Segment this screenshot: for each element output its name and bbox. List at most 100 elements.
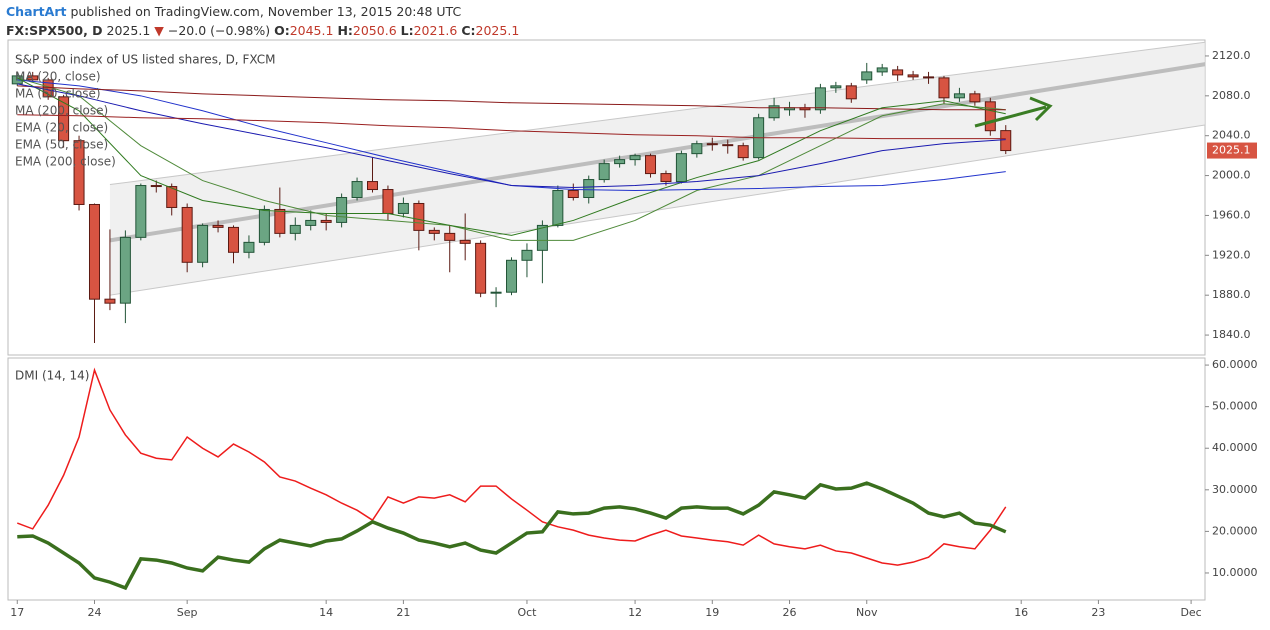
y-tick-label: 60.0000 [1212,358,1258,371]
ohlc-label: C: [461,23,476,38]
candle-body [351,181,363,198]
candle-body [923,76,935,79]
x-tick-label: 14 [319,606,333,619]
ohlc-label: H: [337,23,353,38]
last: 2025.1 [106,23,151,38]
candle-body [629,155,641,161]
channel-middle [109,62,1205,243]
axes: MA (20, close) MA (50, close) MA (200, clo… [10,49,1257,619]
y-tick-label: 1880.0 [1212,288,1251,301]
candle-body [336,197,348,223]
price-pane [7,39,1206,356]
arrow-shaft [974,105,1047,128]
candle-body [475,242,487,294]
x-tick-label: Dec [1180,606,1201,619]
candle-body [212,224,224,228]
candle-body [876,67,888,73]
x-tick-label: 19 [705,606,719,619]
candle-body [814,87,826,111]
candle-body [367,181,379,191]
candle-body [737,145,749,159]
header-line2: FX:SPX500, D 2025.1 ▼ −20.0 (−0.98%) O:2… [6,21,519,40]
candle-body [552,190,564,226]
x-tick-label: Sep [177,606,198,619]
last-price-tag [1207,142,1257,159]
y-tick-label: 10.0000 [1212,566,1258,579]
candle-body [598,163,610,181]
candle-body [969,93,981,103]
ohlc-label: O: [274,23,290,38]
change: −20.0 (−0.98%) [167,23,271,38]
candle-body [459,239,471,244]
candle-body [88,203,100,300]
y-tick-label: 40.0000 [1212,441,1258,454]
candle-body [428,229,440,234]
candle-body [258,208,270,243]
legend-entry: MA (50, close) [15,87,101,101]
candle-body [181,206,193,263]
candle-body [382,189,394,214]
x-tick-label: 16 [1014,606,1028,619]
candle-body [953,93,965,99]
candle-body [907,74,919,78]
candle-body [166,186,178,208]
candle-body [320,219,332,223]
trend-arrow [974,96,1053,128]
candle-body [243,241,255,253]
channel-upper [109,41,1205,186]
candle-body [892,69,904,76]
x-tick-label: 26 [783,606,797,619]
ma-line [17,77,1006,241]
candle-body [135,185,147,238]
x-tick-label: Oct [517,606,537,619]
candle-body [938,77,950,99]
candle-body [614,159,626,165]
candle-body [521,249,533,261]
y-tick-label: 1840.0 [1212,328,1251,341]
published: published on TradingView.com, November 1… [70,4,462,19]
ma-line [17,83,1006,189]
x-tick-label: 17 [10,606,24,619]
dmi-pane [7,357,1206,601]
candle-body [660,173,672,183]
candle-body [675,153,687,183]
candle-body [691,143,703,155]
y-tick-label: 2000.0 [1212,169,1251,182]
candle-body [845,85,857,100]
dmi-line [17,367,1007,566]
candle-body [567,190,579,199]
candle-body [506,259,518,293]
last-price-label: 2025.1 [1212,144,1251,157]
candle-body [645,155,657,175]
legend-entry: MA (20, close) [15,70,101,84]
y-tick-label: 2120.0 [1212,49,1251,62]
header: ChartArt published on TradingView.com, N… [6,2,519,40]
candle-body [104,298,116,304]
y-tick-label: 20.0000 [1212,524,1258,537]
ohlc: O:2045.1 H:2050.6 L:2021.6 C:2025.1 [274,23,519,38]
legend-entry: EMA (200, close) [15,155,116,169]
ma-line [17,114,1006,140]
candle-body [150,185,162,188]
y-tick-label: 50.0000 [1212,400,1258,413]
ma-line [17,85,1006,111]
candle-body [274,208,286,234]
change-arrow: ▼ [154,23,164,38]
candle-body [73,140,85,205]
candle-body [119,236,131,304]
ohlc-value: 2025.1 [475,23,520,38]
pane-title: DMI (14, 14) [15,369,89,383]
x-tick-label: 23 [1091,606,1105,619]
x-tick-label: 21 [396,606,410,619]
x-tick-label: 12 [628,606,642,619]
x-tick-label: Nov [856,606,878,619]
y-tick-label: 30.0000 [1212,483,1258,496]
candle-body [397,202,409,214]
arrow-head [1029,96,1053,122]
pane-title: S&P 500 index of US listed shares, D, FX… [15,53,275,67]
candle-body [444,232,456,241]
header-line1: ChartArt published on TradingView.com, N… [6,2,519,21]
dmi-plot [17,367,1007,591]
price-plot [11,41,1205,344]
